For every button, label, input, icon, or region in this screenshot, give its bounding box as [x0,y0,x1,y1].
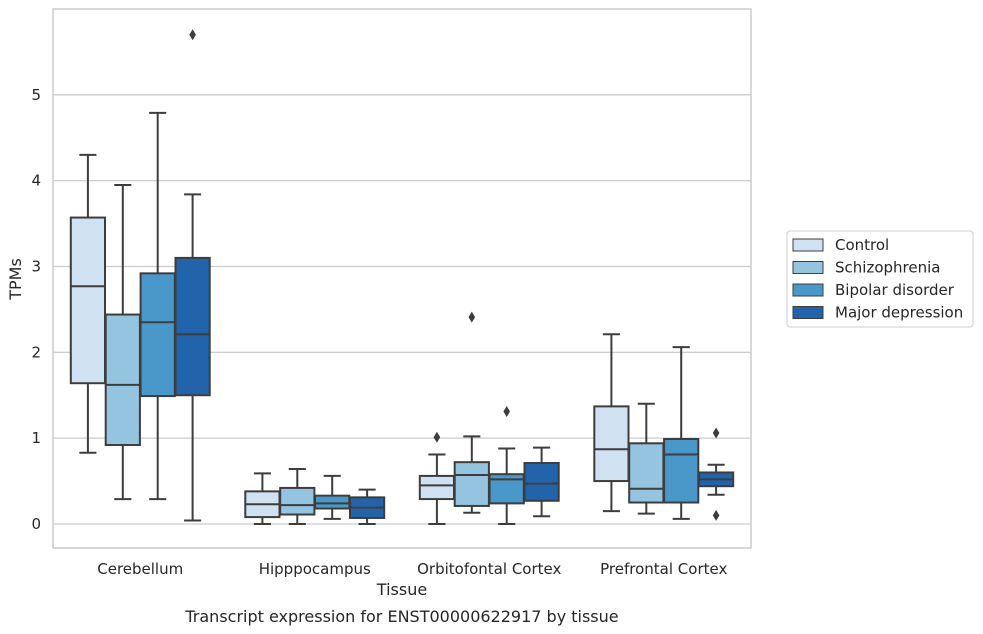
iqr-box [139,272,176,398]
iqr-box [314,494,351,510]
y-tick-label: 0 [31,515,41,533]
y-tick-label: 4 [31,172,41,190]
x-tick-label: Orbitofontal Cortex [417,560,561,578]
legend-swatch [792,238,824,252]
chart-caption: Transcript expression for ENST0000062291… [184,607,618,626]
x-axis-label: Tissue [376,580,427,599]
legend-swatch [792,261,824,274]
legend-frame [786,230,974,328]
outlier-point [433,431,441,443]
legend-label: Major depression [835,304,963,322]
iqr-box [69,216,107,385]
y-tick-label: 5 [31,86,41,104]
x-tick-label: Cerebellum [97,560,183,578]
y-axis-label: TPMs [6,258,25,301]
box-control [244,472,281,525]
iqr-box [279,486,316,516]
outlier-point [712,427,720,439]
legend: Control Schizophrenia Bipolar disorder Majo… [786,230,974,328]
iqr-box [663,437,700,504]
y-tick-labels: 0 1 2 3 4 5 [31,86,41,533]
iqr-box [523,462,560,502]
iqr-box [104,313,141,447]
box-control [69,153,107,454]
box-schizophrenia [453,311,490,514]
iqr-box [593,405,630,483]
iqr-box [453,461,490,507]
y-tick-label: 1 [31,429,41,447]
legend-swatch [792,283,824,297]
outlier-point [712,509,720,521]
outlier-point [468,311,476,323]
box-bipolar-disorder [139,111,176,501]
box-bipolar-disorder [663,346,700,520]
iqr-box [174,256,211,397]
x-tick-labels: Cerebellum Hipppocampus Orbitofontal Corte… [97,560,727,578]
iqr-box [418,474,456,501]
box-major-depression [523,446,560,518]
box-major-depression [174,29,211,522]
legend-label: Schizophrenia [835,259,940,277]
outlier-point [503,406,510,418]
box-major-depression [697,427,735,521]
box-bipolar-disorder [488,406,525,525]
legend-swatch [792,306,824,319]
box-control [418,431,456,525]
y-tick-label: 3 [31,257,41,275]
iqr-box [628,442,665,504]
box-schizophrenia [628,402,665,515]
box-schizophrenia [104,183,141,501]
x-tick-label: Prefrontal Cortex [600,560,727,578]
box-control [593,333,630,513]
x-tick-label: Hipppocampus [259,560,371,578]
box-major-depression [348,488,386,525]
box-bipolar-disorder [314,474,351,520]
outlier-point [189,29,196,41]
box-plots [69,29,735,525]
legend-label: Control [835,236,889,254]
legend-label: Bipolar disorder [835,281,955,299]
y-tick-label: 2 [31,343,41,361]
